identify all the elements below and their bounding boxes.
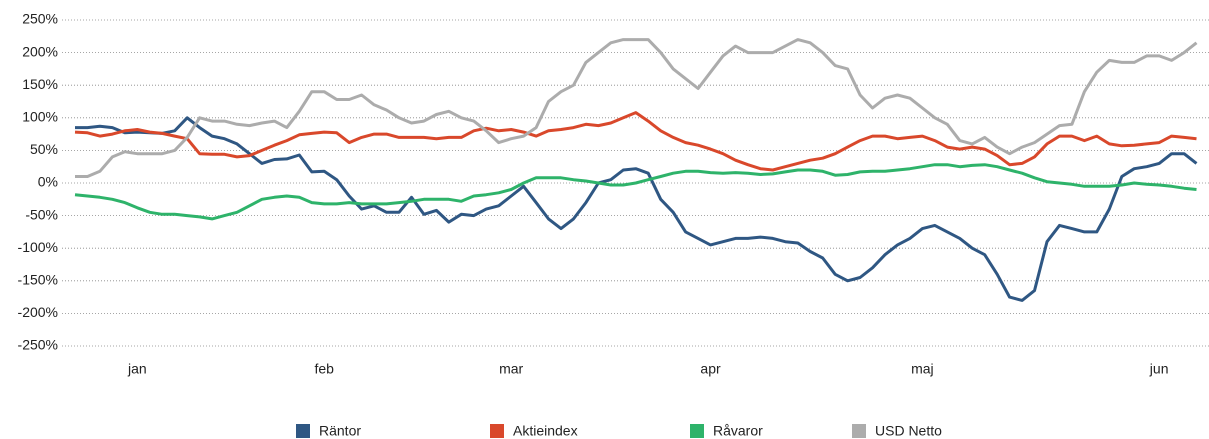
x-tick-label: feb (314, 361, 334, 377)
line-series (75, 38, 1198, 178)
y-tick-label: -150% (18, 272, 58, 288)
y-tick-label: 200% (22, 43, 58, 59)
y-tick-label: 100% (22, 109, 58, 125)
y-tick-label: -200% (18, 304, 58, 320)
y-tick-label: 250% (22, 11, 58, 27)
y-tick-label: 150% (22, 76, 58, 92)
legend-swatch (690, 424, 704, 438)
line-series (74, 163, 1197, 221)
y-tick-label: -50% (25, 206, 58, 222)
legend-label: Räntor (319, 423, 361, 439)
legend-swatch (852, 424, 866, 438)
x-tick-label: jun (1149, 361, 1169, 377)
legend-label: USD Netto (875, 423, 942, 439)
y-tick-label: -100% (18, 239, 58, 255)
y-tick-label: 0% (38, 174, 58, 190)
line-series (75, 116, 1198, 302)
line-series (74, 111, 1197, 172)
legend-swatch (296, 424, 310, 438)
legend-swatch (490, 424, 504, 438)
y-tick-label: 50% (30, 141, 58, 157)
legend-label: Aktieindex (513, 423, 578, 439)
x-tick-label: maj (911, 361, 934, 377)
y-tick-label: -250% (18, 337, 58, 353)
legend-label: Råvaror (713, 423, 763, 439)
x-tick-label: mar (499, 361, 523, 377)
x-tick-label: apr (700, 361, 721, 377)
x-tick-label: jan (127, 361, 147, 377)
